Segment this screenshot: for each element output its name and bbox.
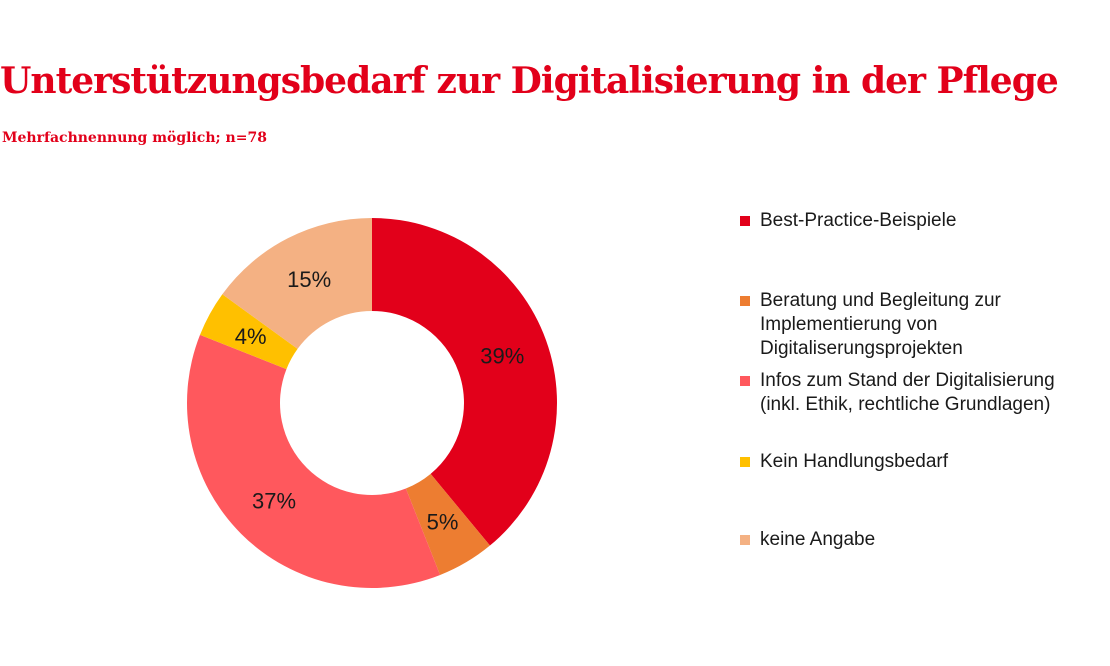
donut-slices	[187, 218, 557, 588]
donut-slice	[199, 294, 298, 370]
chart-title: Unterstützungsbedarf zur Digitalisierung…	[0, 60, 1059, 102]
legend-swatch	[740, 535, 750, 545]
slice-data-label: 4%	[235, 324, 267, 349]
legend-item-best-practice: Best-Practice-Beispiele	[740, 209, 1100, 233]
legend-swatch	[740, 296, 750, 306]
donut-slice	[222, 218, 372, 349]
legend-item-kein-handlungsbedarf: Kein Handlungsbedarf	[740, 450, 1100, 474]
legend-item-keine-angabe: keine Angabe	[740, 528, 1100, 552]
slice-data-label: 15%	[287, 267, 331, 292]
donut-slice	[372, 218, 557, 546]
legend-swatch	[740, 216, 750, 226]
slice-data-label: 39%	[480, 344, 524, 369]
legend-item-infos: Infos zum Stand der Digitalisierung (ink…	[740, 369, 1100, 417]
legend-label: Beratung und Begleitung zur Implementier…	[760, 290, 1001, 359]
legend-label: Infos zum Stand der Digitalisierung (ink…	[760, 370, 1055, 415]
legend-swatch	[740, 457, 750, 467]
legend-label: keine Angabe	[760, 529, 876, 550]
slice-data-label: 5%	[427, 510, 459, 535]
legend-label: Best-Practice-Beispiele	[760, 210, 957, 231]
slice-data-label: 37%	[252, 488, 296, 513]
donut-slice	[405, 473, 490, 576]
legend-swatch	[740, 376, 750, 386]
legend-label: Kein Handlungsbedarf	[760, 451, 949, 472]
chart-subtitle: Mehrfachnennung möglich; n=78	[2, 130, 267, 146]
legend-item-beratung: Beratung und Begleitung zur Implementier…	[740, 289, 1100, 361]
donut-slice	[187, 334, 441, 588]
slice-labels: 39% 5% 37% 4% 15%	[235, 267, 525, 535]
